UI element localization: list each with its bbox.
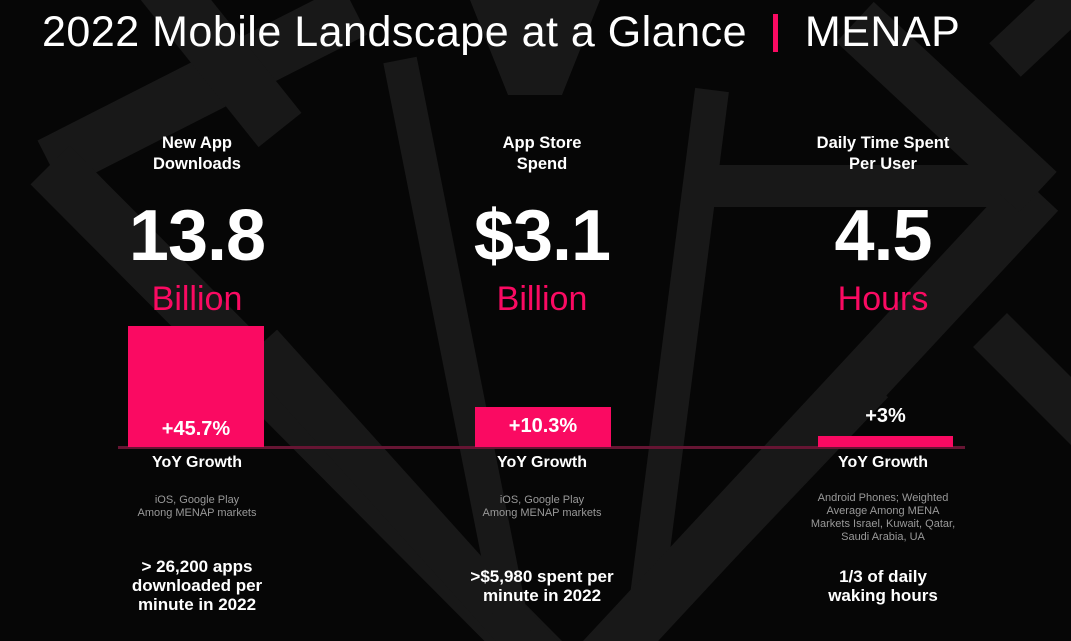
highlight-stat: 1/3 of daily waking hours [723, 567, 1043, 605]
column-header-line: Per User [849, 155, 917, 173]
chart-baseline [118, 446, 965, 449]
source-note-line: Markets Israel, Kuwait, Qatar, [810, 518, 956, 530]
column-header: New App Downloads [47, 133, 347, 175]
source-note: iOS, Google Play Among MENAP markets [372, 494, 712, 520]
column-header: Daily Time Spent Per User [733, 133, 1033, 175]
stat-column-new-app-downloads: New App Downloads 13.8 Billion YoY Growt… [47, 0, 347, 641]
highlight-stat-line: 1/3 of daily [839, 567, 927, 586]
yoy-bar-new-app-downloads [128, 326, 264, 447]
yoy-bar-app-store-spend [475, 407, 611, 447]
source-note-line: Saudi Arabia, UA [841, 531, 925, 543]
stat-column-app-store-spend: App Store Spend $3.1 Billion YoY Growth … [392, 0, 692, 641]
highlight-stat: >$5,980 spent per minute in 2022 [382, 567, 702, 605]
title-divider-bar [773, 14, 779, 52]
yoy-bar-daily-time-spent [818, 436, 953, 447]
source-note-line: Average Among MENA [826, 505, 940, 517]
source-note: Android Phones; Weighted Average Among M… [713, 492, 1053, 544]
headline-value: 4.5 [834, 196, 932, 276]
growth-value-app-store-spend: +10.3% [508, 415, 578, 437]
highlight-stat-line: >$5,980 spent per [470, 567, 614, 586]
source-note: iOS, Google Play Among MENAP markets [27, 494, 367, 520]
page-title-region: MENAP [804, 8, 961, 56]
headline-unit: Hours [837, 280, 929, 318]
yoy-growth-label: YoY Growth [151, 454, 243, 471]
highlight-stat: > 26,200 apps downloaded per minute in 2… [37, 557, 357, 614]
yoy-growth-label: YoY Growth [837, 454, 929, 471]
headline-value: 13.8 [128, 196, 266, 276]
source-note-line: iOS, Google Play [499, 494, 585, 506]
column-header-line: Daily Time Spent [816, 134, 950, 152]
growth-value-new-app-downloads: +45.7% [161, 418, 231, 440]
column-header-line: Spend [516, 155, 568, 173]
page-title-text: 2022 Mobile Landscape at a Glance [42, 8, 747, 56]
highlight-stat-line: minute in 2022 [137, 595, 257, 614]
source-note-line: iOS, Google Play [154, 494, 240, 506]
source-note-line: Among MENAP markets [137, 507, 257, 519]
source-note-line: Android Phones; Weighted [817, 492, 949, 504]
highlight-stat-line: downloaded per [131, 576, 263, 595]
page-title: 2022 Mobile Landscape at a Glance MENAP [42, 8, 960, 57]
headline-unit: Billion [151, 280, 243, 318]
highlight-stat-line: minute in 2022 [482, 586, 602, 605]
growth-value-daily-time-spent: +3% [865, 405, 906, 427]
headline-value: $3.1 [473, 196, 611, 276]
highlight-stat-line: waking hours [828, 586, 938, 605]
headline-unit: Billion [496, 280, 588, 318]
source-note-line: Among MENAP markets [482, 507, 602, 519]
column-header-line: Downloads [152, 155, 241, 173]
highlight-stat-line: > 26,200 apps [141, 557, 253, 576]
column-header: App Store Spend [392, 133, 692, 175]
column-header-line: App Store [502, 134, 582, 152]
column-header-line: New App [162, 134, 232, 152]
yoy-growth-label: YoY Growth [496, 454, 588, 471]
stat-column-daily-time-spent: Daily Time Spent Per User 4.5 Hours YoY … [733, 0, 1033, 641]
